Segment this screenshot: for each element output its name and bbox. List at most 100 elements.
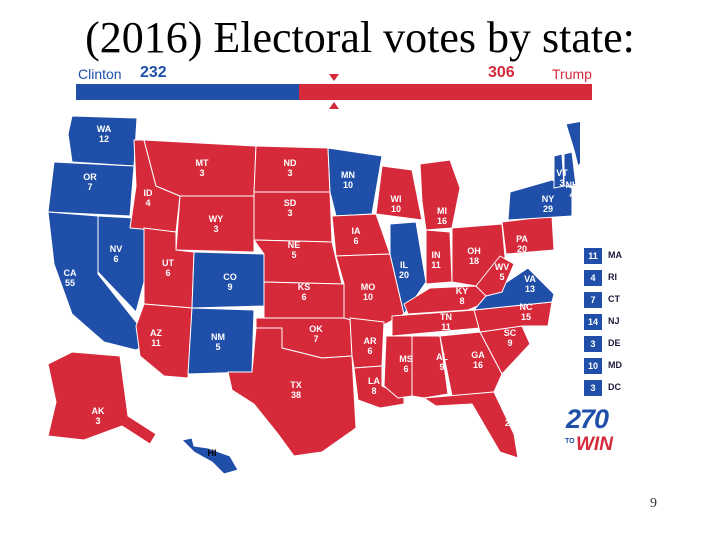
state-or: [47, 161, 135, 217]
state-ia: [331, 213, 391, 257]
state-az: [135, 303, 193, 379]
state-label-ut: UT: [162, 258, 174, 268]
state-votes-ia: 6: [353, 236, 358, 246]
ne-abbr-ma: MA: [608, 250, 622, 260]
majority-marker-top: [329, 74, 339, 81]
page-number: 9: [650, 496, 657, 511]
state-votes-al: 9: [439, 362, 444, 372]
logo-to: TO: [565, 438, 575, 445]
state-nh: [563, 151, 577, 187]
state-votes-vt: 3: [559, 178, 564, 188]
state-label-oh: OH: [467, 246, 481, 256]
state-votes-nc: 15: [521, 312, 531, 322]
state-votes-pa: 20: [517, 244, 527, 254]
ne-abbr-de: DE: [608, 338, 621, 348]
270-to-win-logo: 270 TO WIN: [562, 404, 620, 460]
state-mn: [327, 147, 383, 217]
state-label-ar: AR: [364, 336, 377, 346]
state-votes-va: 13: [525, 284, 535, 294]
state-pa: [501, 215, 555, 255]
state-label-nm: NM: [211, 332, 225, 342]
state-votes-in: 11: [431, 260, 441, 270]
ne-votes-dc: 3: [584, 380, 602, 396]
state-label-nd: ND: [284, 158, 297, 168]
state-votes-ms: 6: [403, 364, 408, 374]
electoral-tally: Clinton 232 306 Trump: [76, 64, 592, 109]
ne-votes-md: 10: [584, 358, 602, 374]
state-label-mo: MO: [361, 282, 376, 292]
state-label-ms: MS: [399, 354, 413, 364]
state-votes-az: 11: [151, 338, 161, 348]
state-la: [353, 365, 405, 409]
state-votes-ca: 55: [65, 278, 75, 288]
state-votes-mn: 10: [343, 180, 353, 190]
majority-marker-bottom: [329, 102, 339, 109]
trump-bar: [299, 84, 592, 100]
state-label-wa: WA: [97, 124, 112, 134]
state-label-nv: NV: [110, 244, 123, 254]
state-label-ny: NY: [542, 194, 555, 204]
state-label-al: AL: [436, 352, 448, 362]
state-label-mi: MI: [437, 206, 447, 216]
state-votes-ks: 6: [301, 292, 306, 302]
state-label-co: CO: [223, 272, 237, 282]
state-votes-la: 8: [371, 386, 376, 396]
state-wv: [475, 255, 515, 297]
state-hi: [181, 437, 239, 475]
state-label-wv: WV: [495, 262, 510, 272]
state-votes-ny: 29: [543, 204, 553, 214]
state-label-ky: KY: [456, 286, 469, 296]
state-label-ia: IA: [352, 226, 362, 236]
state-votes-ak: 3: [95, 416, 100, 426]
state-votes-sc: 9: [507, 338, 512, 348]
state-votes-mo: 10: [363, 292, 373, 302]
state-label-or: OR: [83, 172, 97, 182]
ne-votes-ma: 11: [584, 248, 602, 264]
state-votes-oh: 18: [469, 256, 479, 266]
slide-title: (2016) Electoral votes by state:: [85, 13, 635, 62]
state-label-hi: HI: [208, 448, 217, 458]
state-votes-nv: 6: [113, 254, 118, 264]
state-label-fl: FL: [505, 408, 516, 418]
state-label-sc: SC: [504, 328, 517, 338]
clinton-votes: 232: [140, 64, 167, 81]
logo-number: 270: [566, 404, 609, 434]
state-votes-ky: 8: [459, 296, 464, 306]
state-label-ks: KS: [298, 282, 311, 292]
state-votes-sd: 3: [287, 208, 292, 218]
state-votes-mi: 16: [437, 216, 447, 226]
state-label-wy: WY: [209, 214, 224, 224]
state-votes-ar: 6: [367, 346, 372, 356]
state-tx: [227, 327, 357, 457]
state-votes-ga: 16: [473, 360, 483, 370]
ne-abbr-ri: RI: [608, 272, 617, 282]
state-label-va: VA: [524, 274, 536, 284]
state-votes-hi: 4: [231, 448, 236, 458]
state-votes-nm: 5: [215, 342, 220, 352]
state-va: [473, 267, 555, 311]
state-votes-nd: 3: [287, 168, 292, 178]
state-label-nh: NH: [566, 180, 579, 190]
state-votes-tn: 11: [441, 322, 451, 332]
state-al: [411, 335, 449, 399]
clinton-bar: [76, 84, 299, 100]
state-label-la: LA: [368, 376, 380, 386]
state-label-ak: AK: [92, 406, 105, 416]
state-label-il: IL: [400, 260, 409, 270]
state-label-tn: TN: [440, 312, 452, 322]
state-votes-wi: 10: [391, 204, 401, 214]
state-votes-il: 20: [399, 270, 409, 280]
state-label-in: IN: [432, 250, 441, 260]
ne-votes-ri: 4: [584, 270, 602, 286]
state-label-sd: SD: [284, 198, 297, 208]
state-ak: [47, 351, 157, 445]
clinton-label: Clinton: [78, 66, 122, 82]
state-fl: [423, 391, 519, 459]
state-votes-wa: 12: [99, 134, 109, 144]
state-label-pa: PA: [516, 234, 528, 244]
ne-abbr-dc: DC: [608, 382, 621, 392]
ne-votes-de: 3: [584, 336, 602, 352]
state-votes-nh: 4: [569, 190, 574, 200]
state-wy: [175, 195, 255, 253]
state-votes-wy: 3: [213, 224, 218, 234]
